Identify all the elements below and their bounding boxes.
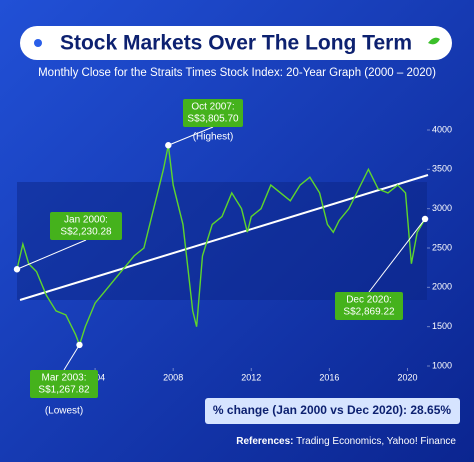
summary-box — [205, 398, 460, 424]
callout-point — [13, 266, 21, 273]
callout-leader — [16, 239, 87, 270]
callout-box — [335, 292, 403, 320]
callout-value: S$2,230.28 — [60, 227, 112, 238]
callout-leader — [168, 126, 214, 146]
summary: % change (Jan 2000 vs Dec 2020): 28.65% — [213, 403, 451, 417]
y-tick-label: 2500 — [432, 242, 452, 252]
x-tick-label: 2008 — [163, 372, 183, 382]
y-tick-label: 1500 — [432, 321, 452, 331]
y-tick-label: 4000 — [432, 124, 452, 134]
title-dot — [34, 39, 42, 47]
callout-leader — [63, 344, 80, 371]
callout-point — [76, 341, 83, 349]
callout-point — [165, 142, 172, 149]
callout-label: Jan 2000: — [64, 215, 108, 226]
callout-note: (Lowest) — [45, 406, 83, 417]
y-tick-label: 2000 — [432, 282, 452, 292]
x-tick-label: 2020 — [397, 372, 417, 382]
references-label: References: — [236, 436, 293, 447]
references: References: Trading Economics, Yahoo! Fi… — [236, 436, 456, 447]
y-tick-label: 1000 — [432, 360, 452, 370]
callout-note: (Highest) — [193, 132, 234, 143]
trend-line — [19, 174, 429, 301]
callout-label: Mar 2003: — [41, 373, 86, 384]
y-tick-label: 3500 — [432, 164, 452, 174]
callout-label: Dec 2020: — [346, 295, 392, 306]
callout-value: S$1,267.82 — [38, 385, 90, 396]
title-pill — [20, 26, 452, 60]
callout-value: S$2,869.22 — [343, 307, 395, 318]
callout-box — [183, 99, 243, 127]
x-tick-label: 2012 — [241, 372, 261, 382]
title-leaf — [428, 37, 440, 45]
references-text: Trading Economics, Yahoo! Finance — [296, 436, 456, 447]
chart-title: Stock Markets Over The Long Term — [60, 32, 412, 55]
callout-value: S$3,805.70 — [187, 114, 239, 125]
y-tick-label: 3000 — [432, 203, 452, 213]
callout-box — [30, 370, 98, 398]
x-tick-label: 2016 — [319, 372, 339, 382]
callout-box — [50, 212, 122, 240]
chart-subtitle: Monthly Close for the Straits Times Stoc… — [38, 67, 436, 79]
callout-point — [421, 215, 429, 223]
callout-label: Oct 2007: — [191, 102, 234, 113]
callout-leader — [368, 218, 426, 293]
